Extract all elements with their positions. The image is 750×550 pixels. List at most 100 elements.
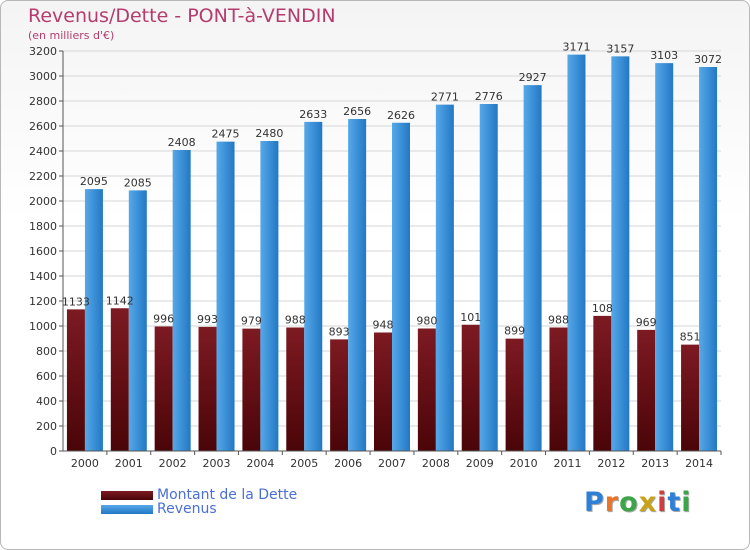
y-tick-label: 600 [36, 370, 57, 383]
y-tick-label: 2600 [29, 120, 57, 133]
y-tick-label: 1800 [29, 220, 57, 233]
x-tick-label: 2005 [290, 457, 318, 470]
x-tick-label: 2000 [71, 457, 99, 470]
logo-letter: t [667, 487, 682, 518]
revenue-value-label: 2776 [475, 90, 503, 103]
y-tick-label: 1400 [29, 270, 57, 283]
debt-value-label: 101 [460, 311, 481, 324]
revenue-value-label: 3072 [694, 53, 722, 66]
revenue-value-label: 2408 [168, 136, 196, 149]
debt-bar [417, 328, 436, 451]
x-tick-label: 2013 [641, 457, 669, 470]
axes [59, 50, 722, 455]
proxiti-logo: Proxiti [584, 487, 692, 518]
debt-bar [681, 344, 700, 451]
x-tick-label: 2009 [466, 457, 494, 470]
bars [66, 54, 718, 451]
x-tick-label: 2011 [553, 457, 581, 470]
revenue-bar [84, 189, 103, 451]
y-tick-label: 400 [36, 395, 57, 408]
debt-value-label: 969 [636, 316, 657, 329]
x-tick-label: 2010 [510, 457, 538, 470]
legend-swatch-revenue [101, 504, 153, 514]
debt-bar [198, 326, 217, 451]
revenue-value-label: 2633 [299, 108, 327, 121]
revenue-value-label: 2095 [80, 175, 108, 188]
y-tick-label: 3000 [29, 70, 57, 83]
debt-value-label: 996 [153, 313, 174, 326]
y-tick-label: 1600 [29, 245, 57, 258]
y-tick-label: 2800 [29, 95, 57, 108]
debt-value-label: 108 [592, 302, 613, 315]
debt-bar [593, 315, 612, 451]
debt-bar [505, 338, 524, 451]
revenue-bar [523, 85, 542, 451]
revenue-bar [304, 121, 323, 451]
revenue-bar [611, 56, 630, 451]
revenue-value-label: 2927 [519, 71, 547, 84]
revenue-bar [172, 150, 191, 451]
revenue-bar [128, 190, 147, 451]
debt-bar [461, 324, 480, 451]
legend-label-revenue: Revenus [157, 501, 217, 517]
debt-bar [330, 339, 349, 451]
logo-letter: x [638, 487, 658, 518]
debt-bar [637, 329, 656, 451]
revenue-bar [567, 54, 586, 451]
legend-item-debt: Montant de la Dette [101, 487, 297, 503]
debt-bar [374, 332, 392, 451]
debt-value-label: 1133 [62, 295, 90, 308]
y-tick-label: 200 [36, 420, 57, 433]
x-tick-label: 2003 [203, 457, 231, 470]
x-tick-label: 2007 [378, 457, 406, 470]
x-tick-label: 2004 [246, 457, 274, 470]
revenue-value-label: 2771 [431, 91, 459, 104]
legend-swatch-debt [101, 490, 153, 500]
y-tick-label: 1200 [29, 295, 57, 308]
revenue-value-label: 2480 [255, 127, 283, 140]
revenue-value-label: 2656 [343, 105, 371, 118]
chart-title: Revenus/Dette - PONT-à-VENDIN [28, 5, 336, 27]
revenue-value-label: 3103 [650, 49, 678, 62]
debt-value-label: 851 [680, 331, 701, 344]
y-tick-label: 800 [36, 345, 57, 358]
debt-bar [549, 327, 568, 451]
x-tick-label: 2006 [334, 457, 362, 470]
revenue-bar [479, 104, 498, 451]
debt-value-label: 993 [197, 313, 218, 326]
debt-value-label: 980 [416, 315, 437, 328]
revenue-bar [260, 141, 279, 451]
logo-letter: i [681, 487, 692, 518]
x-tick-label: 2012 [597, 457, 625, 470]
y-tick-label: 2200 [29, 170, 57, 183]
debt-bar [286, 327, 305, 451]
revenue-bar [435, 104, 454, 451]
y-tick-label: 0 [50, 445, 57, 458]
x-tick-label: 2008 [422, 457, 450, 470]
y-tick-label: 2000 [29, 195, 57, 208]
logo-letter: o [619, 487, 639, 518]
legend-item-revenue: Revenus [101, 501, 217, 517]
revenue-bar [699, 67, 718, 451]
revenue-value-label: 3157 [606, 42, 634, 55]
revenue-bar [392, 122, 410, 451]
x-tick-label: 2002 [159, 457, 187, 470]
debt-bar [66, 309, 85, 451]
debt-bar [242, 328, 261, 451]
debt-bar [154, 326, 173, 451]
chart-subtitle: (en milliers d'€) [28, 29, 115, 42]
revenue-value-label: 2085 [124, 176, 152, 189]
logo-letter: P [584, 487, 605, 518]
y-tick-label: 1000 [29, 320, 57, 333]
revenue-bar [655, 63, 674, 451]
debt-value-label: 988 [548, 314, 569, 327]
logo-letter: r [604, 487, 620, 518]
debt-value-label: 893 [329, 325, 350, 338]
x-tick-label: 2014 [685, 457, 713, 470]
debt-value-label: 899 [504, 325, 525, 338]
debt-value-label: 979 [241, 315, 262, 328]
revenue-value-label: 2475 [212, 128, 240, 141]
revenue-value-label: 2626 [387, 109, 415, 122]
